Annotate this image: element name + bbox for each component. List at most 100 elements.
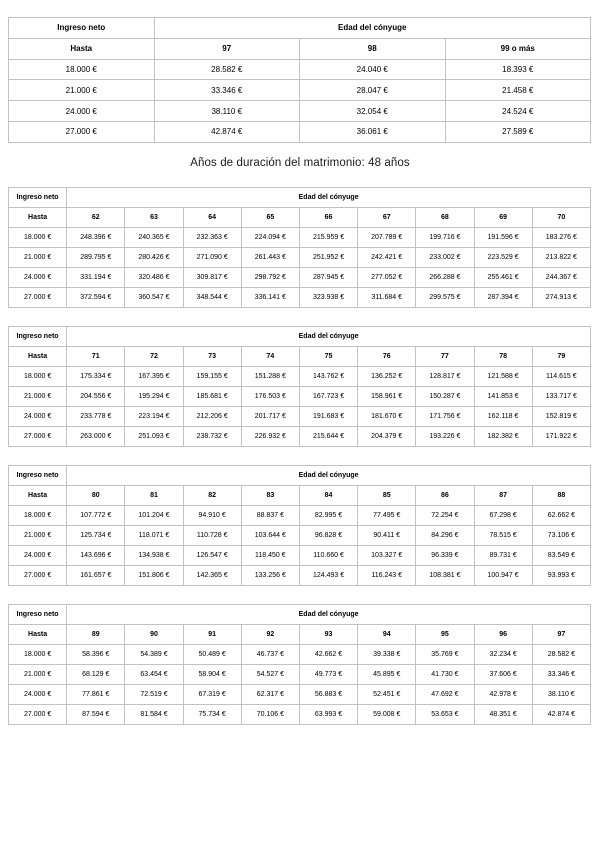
value-cell: 141.853 € <box>473 385 533 407</box>
value-cell: 68.129 € <box>66 663 126 685</box>
value-cell: 96.339 € <box>415 544 475 566</box>
table-row: 27.000 €263.000 €251.093 €238.732 €226.9… <box>7 425 592 447</box>
value-cell: 72.519 € <box>124 683 184 705</box>
value-cell: 193.226 € <box>415 425 475 447</box>
value-cell: 103.644 € <box>240 524 300 546</box>
value-cell: 213.822 € <box>531 246 592 268</box>
value-cell: 38.110 € <box>531 683 592 705</box>
age-column-header: 75 <box>298 345 359 367</box>
table-subheader-row: Hasta 97 98 99 o más <box>8 37 591 60</box>
value-cell: 47.692 € <box>415 683 475 705</box>
value-cell: 41.730 € <box>415 663 475 685</box>
age-column-header: 66 <box>298 206 359 228</box>
value-cell: 107.772 € <box>66 504 126 526</box>
value-cell: 125.734 € <box>66 524 126 546</box>
age-column-header: 80 <box>66 484 126 506</box>
age-column-header: 90 <box>124 623 184 645</box>
value-cell: 134.938 € <box>124 544 184 566</box>
value-cell: 49.773 € <box>298 663 359 685</box>
value-cell: 38.110 € <box>153 100 300 122</box>
value-cell: 215.959 € <box>298 226 359 248</box>
value-cell: 58.904 € <box>182 663 242 685</box>
value-cell: 82.995 € <box>298 504 359 526</box>
value-cell: 207.789 € <box>357 226 417 248</box>
value-cell: 77.861 € <box>66 683 126 705</box>
value-cell: 152.819 € <box>531 405 592 427</box>
table-row: 27.000 €372.594 €360.547 €348.544 €336.1… <box>7 286 592 308</box>
value-cell: 233.778 € <box>66 405 126 427</box>
table-subheader-row: Hasta 62 63 64 65 66 67 68 69 70 <box>7 206 592 228</box>
table-row: 21.000 €68.129 €63.454 €58.904 €54.527 €… <box>7 663 592 685</box>
value-cell: 126.547 € <box>182 544 242 566</box>
upto-header: Hasta <box>8 37 155 60</box>
value-cell: 94.910 € <box>182 504 242 526</box>
value-cell: 24.524 € <box>444 100 591 122</box>
value-cell: 175.334 € <box>66 365 126 387</box>
value-cell: 33.346 € <box>531 663 592 685</box>
spouse-age-header: Edad del cónyuge <box>66 325 591 347</box>
age-column-header: 91 <box>182 623 242 645</box>
value-cell: 28.582 € <box>153 58 300 81</box>
value-cell: 103.327 € <box>357 544 417 566</box>
income-cell: 24.000 € <box>7 405 68 427</box>
value-cell: 33.346 € <box>153 79 300 102</box>
value-cell: 266.288 € <box>415 266 475 288</box>
spouse-age-header: Edad del cónyuge <box>66 464 591 486</box>
income-header: Ingreso neto <box>8 17 155 39</box>
value-cell: 72.254 € <box>415 504 475 526</box>
value-cell: 77.495 € <box>357 504 417 526</box>
value-cell: 28.582 € <box>531 643 592 665</box>
value-cell: 59.008 € <box>357 703 417 725</box>
value-cell: 81.584 € <box>124 703 184 725</box>
value-cell: 183.276 € <box>531 226 592 248</box>
value-cell: 223.529 € <box>473 246 533 268</box>
value-cell: 96.828 € <box>298 524 359 546</box>
value-cell: 54.527 € <box>240 663 300 685</box>
table-row: 24.000 €143.696 €134.938 €126.547 €118.4… <box>7 544 592 566</box>
value-cell: 150.287 € <box>415 385 475 407</box>
value-cell: 62.662 € <box>531 504 592 526</box>
value-cell: 191.596 € <box>473 226 533 248</box>
value-cell: 143.696 € <box>66 544 126 566</box>
value-cell: 90.411 € <box>357 524 417 546</box>
value-cell: 110.660 € <box>298 544 359 566</box>
value-cell: 108.381 € <box>415 564 475 586</box>
age-column-header: 78 <box>473 345 533 367</box>
value-cell: 161.657 € <box>66 564 126 586</box>
value-cell: 143.762 € <box>298 365 359 387</box>
value-cell: 336.141 € <box>240 286 300 308</box>
upto-header: Hasta <box>7 206 68 228</box>
value-cell: 114.615 € <box>531 365 592 387</box>
table-row: 27.000 €42.874 €36.061 €27.589 € <box>8 120 591 143</box>
value-cell: 28.047 € <box>299 79 446 102</box>
value-cell: 151.806 € <box>124 564 184 586</box>
value-cell: 46.737 € <box>240 643 300 665</box>
income-cell: 24.000 € <box>7 544 68 566</box>
value-cell: 323.938 € <box>298 286 359 308</box>
value-cell: 360.547 € <box>124 286 184 308</box>
income-cell: 27.000 € <box>8 120 155 143</box>
value-cell: 58.396 € <box>66 643 126 665</box>
spouse-age-header: Edad del cónyuge <box>66 186 591 208</box>
table-row: 24.000 €331.194 €320.486 €309.817 €298.7… <box>7 266 592 288</box>
income-cell: 18.000 € <box>7 365 68 387</box>
value-cell: 331.194 € <box>66 266 126 288</box>
value-cell: 212.206 € <box>182 405 242 427</box>
income-cell: 24.000 € <box>7 266 68 288</box>
value-cell: 311.684 € <box>357 286 417 308</box>
age-column-header: 88 <box>531 484 592 506</box>
value-cell: 158.961 € <box>357 385 417 407</box>
value-cell: 56.883 € <box>298 683 359 705</box>
age-column-header: 92 <box>240 623 300 645</box>
spouse-age-header: Edad del cónyuge <box>66 603 591 625</box>
value-cell: 271.090 € <box>182 246 242 268</box>
table-row: 21.000 €204.556 €195.294 €185.681 €176.5… <box>7 385 592 407</box>
value-cell: 238.732 € <box>182 425 242 447</box>
value-cell: 45.895 € <box>357 663 417 685</box>
value-cell: 116.243 € <box>357 564 417 586</box>
age-column-header: 86 <box>415 484 475 506</box>
value-cell: 195.294 € <box>124 385 184 407</box>
age-column-header: 67 <box>357 206 417 228</box>
value-cell: 224.094 € <box>240 226 300 248</box>
section-title: Años de duración del matrimonio: 48 años <box>190 156 410 169</box>
